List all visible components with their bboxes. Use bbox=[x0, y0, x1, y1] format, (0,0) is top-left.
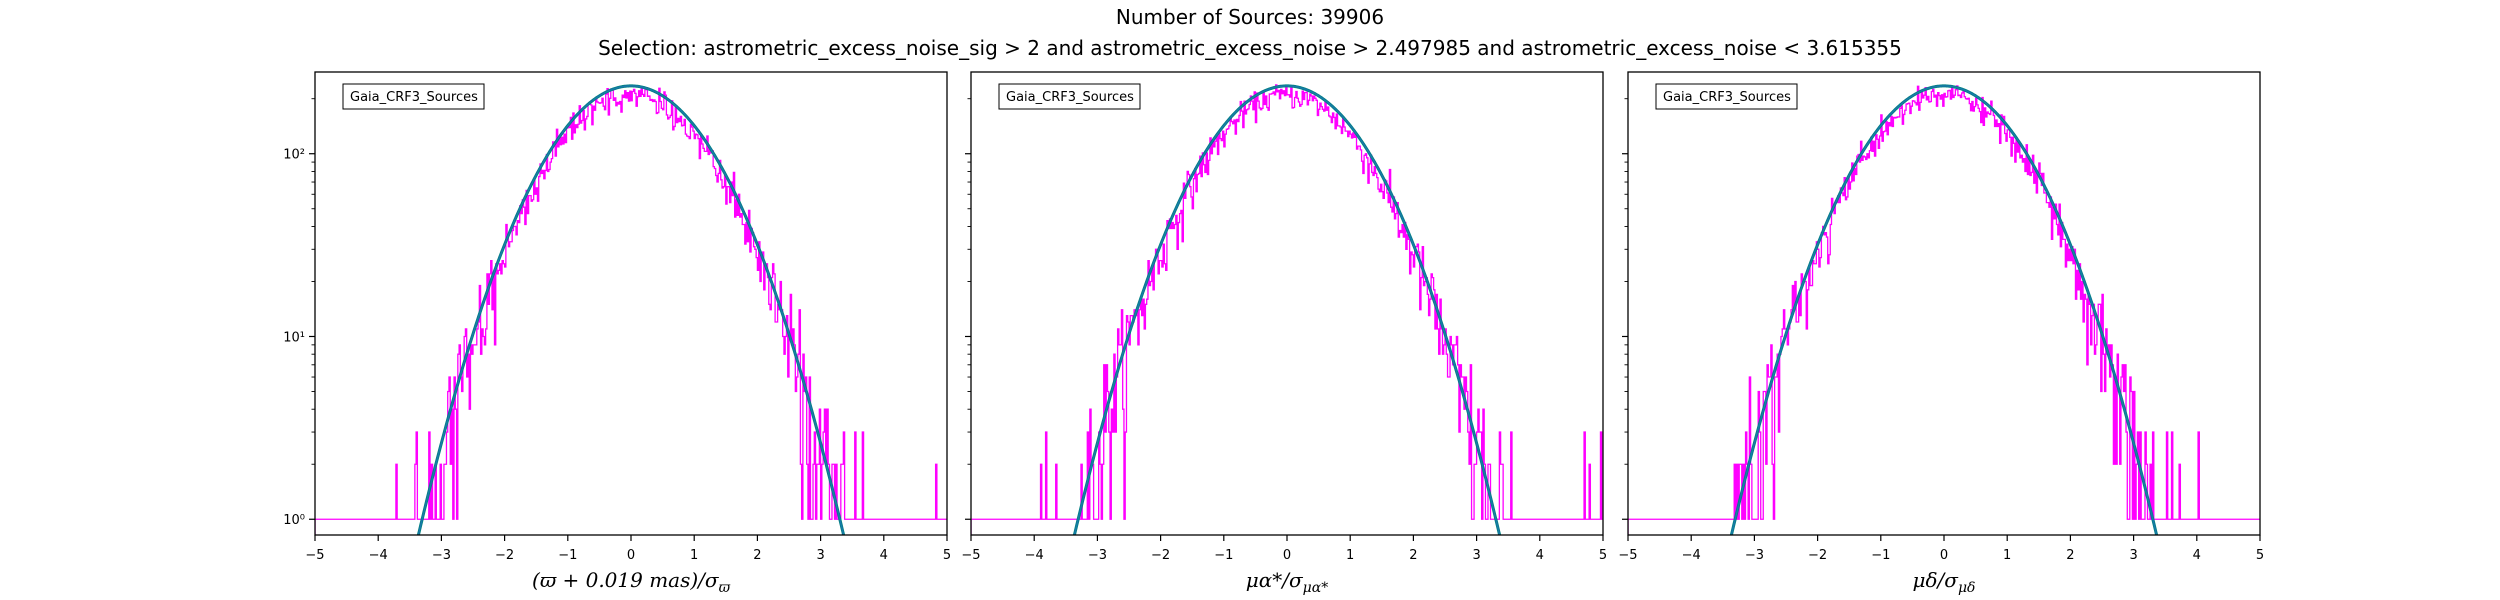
x-tick-label: −5 bbox=[1618, 548, 1637, 563]
x-tick-label: −5 bbox=[961, 548, 980, 563]
axes-frame bbox=[314, 71, 948, 536]
axes-frame bbox=[1627, 71, 2261, 536]
y-tick-label: 10² bbox=[283, 148, 305, 163]
x-tick-label: 1 bbox=[690, 548, 698, 563]
x-tick-label: 5 bbox=[943, 548, 951, 563]
x-tick-label: −1 bbox=[1871, 548, 1890, 563]
histogram bbox=[315, 86, 947, 535]
panel-3: −5 −4 −3 −2 −1 0 1 2 3 4 5 Gaia_CRF3_Sources μδ/σμδ bbox=[1618, 71, 2264, 596]
x-tick-label: 1 bbox=[1346, 548, 1354, 563]
gaussian-curve bbox=[1073, 85, 1501, 535]
x-axis-label: μδ/σμδ bbox=[1913, 568, 1976, 596]
x-tick-label: 3 bbox=[1472, 548, 1480, 563]
x-tick-label: −2 bbox=[1808, 548, 1827, 563]
x-tick-label: −4 bbox=[1025, 548, 1044, 563]
x-axis-label: (ϖ + 0.019 mas)/σϖ bbox=[532, 568, 731, 596]
histogram bbox=[971, 84, 1603, 535]
legend-box bbox=[1655, 83, 1798, 110]
x-tick-label: 3 bbox=[2129, 548, 2137, 563]
x-tick-label: 0 bbox=[627, 548, 635, 563]
axes-frame bbox=[970, 71, 1604, 536]
x-tick-label: −2 bbox=[1151, 548, 1170, 563]
y-tick-label: 10¹ bbox=[283, 330, 305, 345]
x-tick-label: 2 bbox=[753, 548, 761, 563]
plot-area bbox=[971, 84, 1603, 535]
x-tick-label: −1 bbox=[558, 548, 577, 563]
plot-area bbox=[1628, 84, 2260, 535]
figure-title: Number of Sources: 39906 bbox=[1116, 5, 1384, 29]
x-tick-label: −3 bbox=[432, 548, 451, 563]
x-tick-label: 0 bbox=[1940, 548, 1948, 563]
legend-text: Gaia_CRF3_Sources bbox=[350, 90, 478, 105]
panel-1: −5 −4 −3 −2 −1 0 1 2 3 4 5 10⁰ 10¹ 10² Gaia_CRF3_Sourc… bbox=[283, 71, 951, 596]
panel-2: −5 −4 −3 −2 −1 0 1 2 3 4 5 Gaia_CRF3_Sources μα*/σμα… bbox=[961, 71, 1607, 596]
legend-box bbox=[342, 83, 485, 110]
x-tick-label: 5 bbox=[2256, 548, 2264, 563]
legend-text: Gaia_CRF3_Sources bbox=[1663, 90, 1791, 105]
x-tick-label: 0 bbox=[1283, 548, 1291, 563]
x-tick-label: −4 bbox=[369, 548, 388, 563]
gaussian-curve bbox=[1730, 85, 2158, 535]
x-tick-label: −5 bbox=[305, 548, 324, 563]
x-tick-label: 2 bbox=[1409, 548, 1417, 563]
x-tick-label: 2 bbox=[2066, 548, 2074, 563]
x-tick-label: −3 bbox=[1088, 548, 1107, 563]
figure-subtitle: Selection: astrometric_excess_noise_sig … bbox=[598, 36, 1902, 60]
plot-area bbox=[315, 84, 947, 535]
x-tick-label: −2 bbox=[495, 548, 514, 563]
x-tick-label: 1 bbox=[2003, 548, 2011, 563]
x-tick-label: −1 bbox=[1214, 548, 1233, 563]
gaussian-curve bbox=[417, 85, 845, 535]
x-tick-label: 5 bbox=[1599, 548, 1607, 563]
legend-text: Gaia_CRF3_Sources bbox=[1006, 90, 1134, 105]
x-tick-label: −4 bbox=[1682, 548, 1701, 563]
x-axis-label: μα*/σμα* bbox=[1246, 568, 1328, 596]
x-tick-label: 4 bbox=[880, 548, 888, 563]
x-tick-label: 4 bbox=[2193, 548, 2201, 563]
panels: −5 −4 −3 −2 −1 0 1 2 3 4 5 10⁰ 10¹ 10² Gaia_CRF3_Sourc… bbox=[283, 71, 2264, 596]
y-tick-label: 10⁰ bbox=[283, 513, 305, 528]
histogram bbox=[1628, 85, 2260, 535]
x-tick-label: −3 bbox=[1745, 548, 1764, 563]
x-tick-label: 4 bbox=[1536, 548, 1544, 563]
x-tick-label: 3 bbox=[816, 548, 824, 563]
legend-box bbox=[998, 83, 1141, 110]
